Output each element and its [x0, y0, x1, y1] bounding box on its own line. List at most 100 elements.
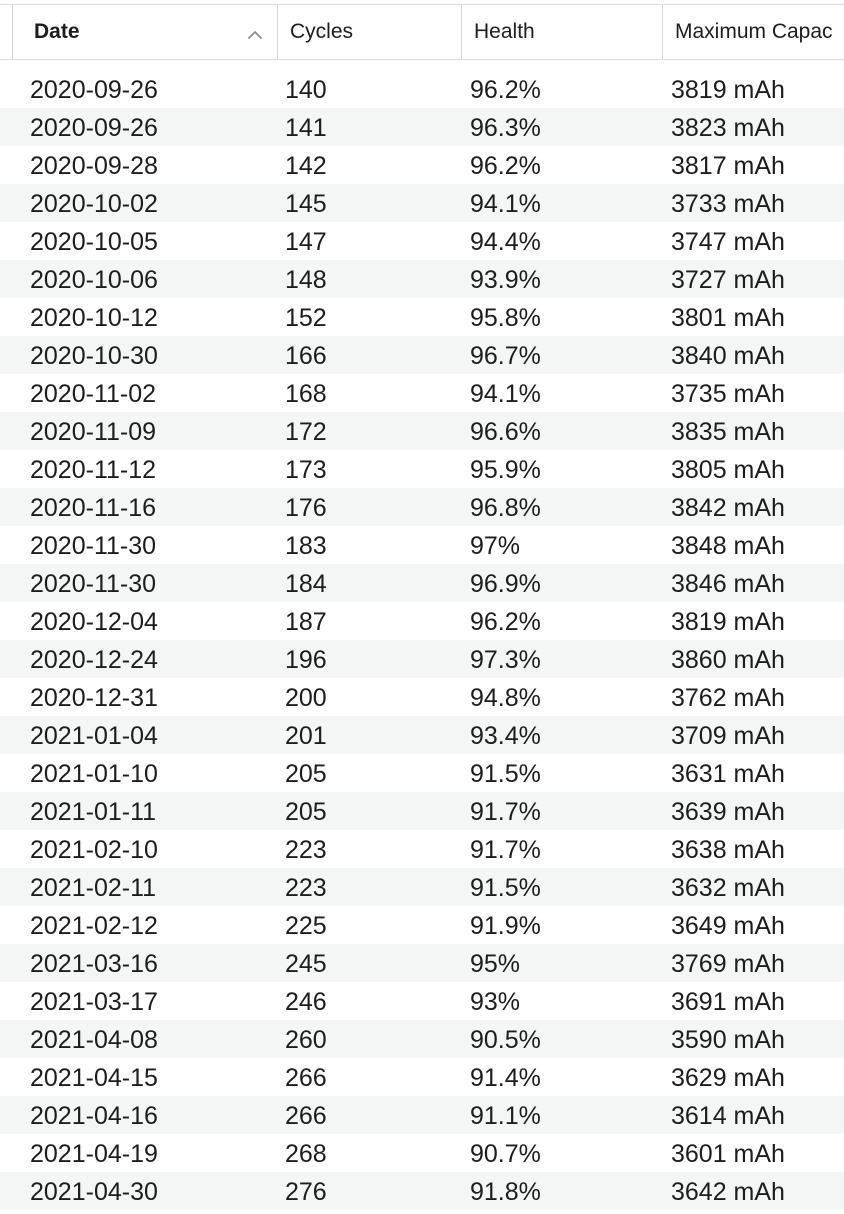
cell-cycles: 142: [285, 152, 327, 180]
cell-cycles: 266: [285, 1102, 327, 1130]
table-row[interactable]: 2020-10-05 147 94.4% 3747 mAh: [0, 222, 844, 260]
cell-cycles: 140: [285, 76, 327, 104]
cell-health: 96.8%: [470, 494, 541, 522]
cell-maximum-capacity: 3842 mAh: [671, 494, 785, 522]
cell-date: 2020-11-30: [30, 570, 157, 598]
cell-health: 95%: [470, 950, 521, 978]
cell-date: 2020-10-05: [30, 228, 158, 256]
cell-maximum-capacity: 3860 mAh: [671, 646, 785, 674]
cell-health: 93.9%: [470, 266, 541, 294]
table-row[interactable]: 2020-10-02 145 94.1% 3733 mAh: [0, 184, 844, 222]
table-row[interactable]: 2021-04-08 260 90.5% 3590 mAh: [0, 1020, 844, 1058]
table-row[interactable]: 2020-10-30 166 96.7% 3840 mAh: [0, 336, 844, 374]
cell-cycles: 276: [285, 1178, 327, 1206]
column-header-label: Health: [474, 20, 535, 43]
table-row[interactable]: 2021-04-30 276 91.8% 3642 mAh: [0, 1172, 844, 1210]
table-row[interactable]: 2020-11-30 183 97% 3848 mAh: [0, 526, 844, 564]
column-header-cycles[interactable]: Cycles: [277, 5, 461, 59]
cell-maximum-capacity: 3846 mAh: [671, 570, 785, 598]
cell-health: 96.3%: [470, 114, 541, 142]
cell-cycles: 145: [285, 190, 327, 218]
cell-date: 2020-10-02: [30, 190, 158, 218]
cell-date: 2021-01-10: [30, 760, 158, 788]
cell-date: 2020-09-26: [30, 114, 158, 142]
cell-cycles: 152: [285, 304, 327, 332]
cell-health: 90.7%: [470, 1140, 541, 1168]
cell-date: 2021-04-19: [30, 1140, 158, 1168]
cell-health: 91.7%: [470, 798, 541, 826]
table-row[interactable]: 2020-12-31 200 94.8% 3762 mAh: [0, 678, 844, 716]
cell-cycles: 260: [285, 1026, 327, 1054]
table-row[interactable]: 2020-10-06 148 93.9% 3727 mAh: [0, 260, 844, 298]
cell-cycles: 176: [285, 494, 327, 522]
cell-maximum-capacity: 3735 mAh: [671, 380, 785, 408]
table-row[interactable]: 2020-12-04 187 96.2% 3819 mAh: [0, 602, 844, 640]
cell-cycles: 141: [285, 114, 327, 142]
column-header-date[interactable]: Date: [12, 5, 276, 59]
table-row[interactable]: 2020-11-16 176 96.8% 3842 mAh: [0, 488, 844, 526]
table-row[interactable]: 2020-11-30 184 96.9% 3846 mAh: [0, 564, 844, 602]
cell-date: 2020-11-02: [30, 380, 157, 408]
table-row[interactable]: 2021-04-15 266 91.4% 3629 mAh: [0, 1058, 844, 1096]
table-row[interactable]: 2020-11-12 173 95.9% 3805 mAh: [0, 450, 844, 488]
cell-health: 91.4%: [470, 1064, 541, 1092]
cell-health: 96.2%: [470, 152, 541, 180]
cell-health: 91.7%: [470, 836, 541, 864]
cell-maximum-capacity: 3638 mAh: [671, 836, 785, 864]
cell-cycles: 268: [285, 1140, 327, 1168]
table-row[interactable]: 2020-11-02 168 94.1% 3735 mAh: [0, 374, 844, 412]
cell-maximum-capacity: 3649 mAh: [671, 912, 785, 940]
cell-date: 2021-04-15: [30, 1064, 158, 1092]
cell-health: 96.6%: [470, 418, 541, 446]
cell-maximum-capacity: 3631 mAh: [671, 760, 785, 788]
cell-date: 2020-12-31: [30, 684, 158, 712]
cell-maximum-capacity: 3727 mAh: [671, 266, 785, 294]
column-header-label: Maximum Capac: [675, 20, 833, 43]
cell-cycles: 168: [285, 380, 327, 408]
cell-maximum-capacity: 3632 mAh: [671, 874, 785, 902]
table-row[interactable]: 2020-09-26 141 96.3% 3823 mAh: [0, 108, 844, 146]
cell-cycles: 148: [285, 266, 327, 294]
cell-maximum-capacity: 3848 mAh: [671, 532, 785, 560]
table-row[interactable]: 2021-01-11 205 91.7% 3639 mAh: [0, 792, 844, 830]
table-row[interactable]: 2021-01-10 205 91.5% 3631 mAh: [0, 754, 844, 792]
table-row[interactable]: 2021-04-19 268 90.7% 3601 mAh: [0, 1134, 844, 1172]
cell-health: 96.9%: [470, 570, 541, 598]
table-row[interactable]: 2021-02-10 223 91.7% 3638 mAh: [0, 830, 844, 868]
cell-cycles: 187: [285, 608, 327, 636]
cell-health: 95.8%: [470, 304, 541, 332]
cell-maximum-capacity: 3840 mAh: [671, 342, 785, 370]
cell-maximum-capacity: 3819 mAh: [671, 608, 785, 636]
cell-date: 2021-02-10: [30, 836, 158, 864]
table-row[interactable]: 2021-01-04 201 93.4% 3709 mAh: [0, 716, 844, 754]
table-row[interactable]: 2020-10-12 152 95.8% 3801 mAh: [0, 298, 844, 336]
table-row[interactable]: 2021-02-11 223 91.5% 3632 mAh: [0, 868, 844, 906]
table-row[interactable]: 2020-12-24 196 97.3% 3860 mAh: [0, 640, 844, 678]
column-header-health[interactable]: Health: [461, 5, 662, 59]
cell-health: 93%: [470, 988, 521, 1016]
cell-date: 2021-03-17: [30, 988, 158, 1016]
cell-maximum-capacity: 3642 mAh: [671, 1178, 785, 1206]
table-row[interactable]: 2021-04-16 266 91.1% 3614 mAh: [0, 1096, 844, 1134]
table-row[interactable]: 2020-09-26 140 96.2% 3819 mAh: [0, 70, 844, 108]
cell-cycles: 205: [285, 798, 327, 826]
table-row[interactable]: 2020-11-09 172 96.6% 3835 mAh: [0, 412, 844, 450]
cell-maximum-capacity: 3801 mAh: [671, 304, 785, 332]
cell-health: 94.1%: [470, 380, 541, 408]
cell-maximum-capacity: 3691 mAh: [671, 988, 785, 1016]
table-row[interactable]: 2021-03-16 245 95% 3769 mAh: [0, 944, 844, 982]
chevron-up-icon[interactable]: [247, 30, 263, 40]
table-row[interactable]: 2021-02-12 225 91.9% 3649 mAh: [0, 906, 844, 944]
cell-cycles: 245: [285, 950, 327, 978]
table-row[interactable]: 2021-03-17 246 93% 3691 mAh: [0, 982, 844, 1020]
cell-health: 91.9%: [470, 912, 541, 940]
column-header-label: Date: [34, 20, 80, 43]
cell-cycles: 147: [285, 228, 327, 256]
column-header-maximum-capacity[interactable]: Maximum Capac: [662, 5, 844, 59]
cell-date: 2020-12-24: [30, 646, 158, 674]
cell-health: 95.9%: [470, 456, 541, 484]
table-row[interactable]: 2020-09-28 142 96.2% 3817 mAh: [0, 146, 844, 184]
cell-cycles: 223: [285, 836, 327, 864]
cell-date: 2020-11-30: [30, 532, 157, 560]
cell-date: 2020-11-09: [30, 418, 157, 446]
